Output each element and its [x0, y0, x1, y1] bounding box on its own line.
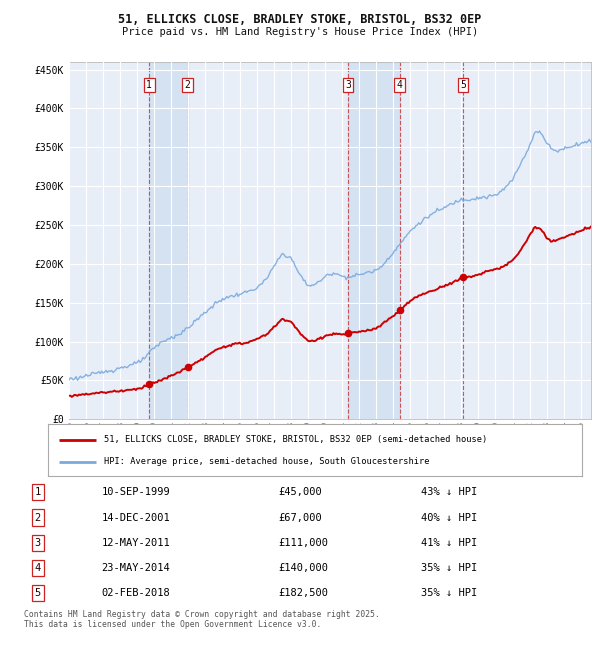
Bar — [149, 62, 188, 419]
Text: 3: 3 — [345, 80, 351, 90]
Text: £140,000: £140,000 — [278, 563, 328, 573]
Text: 35% ↓ HPI: 35% ↓ HPI — [421, 563, 478, 573]
Text: 35% ↓ HPI: 35% ↓ HPI — [421, 588, 478, 598]
Text: 4: 4 — [397, 80, 403, 90]
Text: 1: 1 — [35, 488, 41, 497]
Text: Contains HM Land Registry data © Crown copyright and database right 2025.
This d: Contains HM Land Registry data © Crown c… — [24, 610, 380, 629]
Text: 23-MAY-2014: 23-MAY-2014 — [101, 563, 170, 573]
Text: 5: 5 — [460, 80, 466, 90]
Text: 2: 2 — [35, 513, 41, 523]
Text: £182,500: £182,500 — [278, 588, 328, 598]
Text: HPI: Average price, semi-detached house, South Gloucestershire: HPI: Average price, semi-detached house,… — [104, 457, 430, 466]
Text: £111,000: £111,000 — [278, 538, 328, 548]
Text: 43% ↓ HPI: 43% ↓ HPI — [421, 488, 478, 497]
Bar — [348, 62, 400, 419]
Text: 10-SEP-1999: 10-SEP-1999 — [101, 488, 170, 497]
Text: 41% ↓ HPI: 41% ↓ HPI — [421, 538, 478, 548]
Text: 02-FEB-2018: 02-FEB-2018 — [101, 588, 170, 598]
Text: £45,000: £45,000 — [278, 488, 322, 497]
Text: 2: 2 — [185, 80, 190, 90]
Text: 12-MAY-2011: 12-MAY-2011 — [101, 538, 170, 548]
Text: £67,000: £67,000 — [278, 513, 322, 523]
Text: 40% ↓ HPI: 40% ↓ HPI — [421, 513, 478, 523]
Text: 51, ELLICKS CLOSE, BRADLEY STOKE, BRISTOL, BS32 0EP (semi-detached house): 51, ELLICKS CLOSE, BRADLEY STOKE, BRISTO… — [104, 435, 487, 444]
Text: 51, ELLICKS CLOSE, BRADLEY STOKE, BRISTOL, BS32 0EP: 51, ELLICKS CLOSE, BRADLEY STOKE, BRISTO… — [118, 13, 482, 26]
Text: Price paid vs. HM Land Registry's House Price Index (HPI): Price paid vs. HM Land Registry's House … — [122, 27, 478, 37]
Text: 1: 1 — [146, 80, 152, 90]
Text: 5: 5 — [35, 588, 41, 598]
Text: 4: 4 — [35, 563, 41, 573]
Text: 3: 3 — [35, 538, 41, 548]
Text: 14-DEC-2001: 14-DEC-2001 — [101, 513, 170, 523]
